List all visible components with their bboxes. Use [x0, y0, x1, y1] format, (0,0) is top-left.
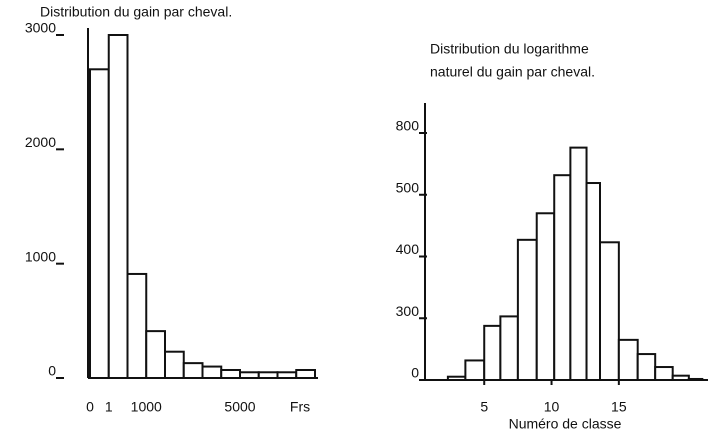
bar: [636, 353, 657, 382]
y-tick-label: 300: [396, 303, 420, 319]
y-tick-label: 2000: [25, 134, 56, 150]
bar: [535, 212, 556, 381]
bar: [220, 368, 241, 380]
x-tick-label: 5000: [224, 399, 255, 415]
bar: [239, 371, 260, 379]
bar: [201, 365, 223, 380]
bar: [107, 34, 129, 379]
bar: [687, 377, 704, 381]
x-axis-label: Frs: [290, 399, 310, 415]
bar: [483, 324, 502, 382]
x-axis-label: Numéro de classe: [509, 416, 622, 432]
bar: [569, 146, 588, 381]
bar: [516, 238, 538, 381]
y-tick-label: 500: [396, 179, 420, 195]
bar: [145, 330, 166, 379]
bar: [671, 374, 690, 381]
y-tick-label: 400: [396, 241, 420, 257]
x-tick-label: 1000: [131, 399, 162, 415]
bar: [182, 362, 204, 379]
bar: [464, 359, 486, 381]
chart-title: naturel du gain par cheval.: [430, 64, 595, 80]
chart-title: Distribution du logarithme: [430, 41, 589, 57]
y-tick-label: 800: [396, 118, 420, 134]
x-tick-label: 0: [86, 399, 94, 415]
x-tick-label: 15: [611, 399, 627, 415]
bar: [599, 241, 620, 381]
x-tick-label: 1: [105, 399, 113, 415]
bar: [654, 366, 674, 382]
bar: [585, 182, 601, 381]
bar: [617, 338, 639, 381]
bar: [553, 174, 572, 381]
bar: [446, 375, 467, 381]
bar: [257, 371, 279, 379]
x-tick-label: 10: [544, 399, 560, 415]
x-tick-label: 5: [480, 399, 488, 415]
y-tick-label: 0: [411, 365, 419, 381]
bar: [89, 68, 110, 380]
bar: [276, 371, 298, 379]
chart-title: Distribution du gain par cheval.: [40, 4, 232, 20]
bar: [164, 350, 185, 380]
y-tick-label: 3000: [25, 20, 56, 36]
y-tick-label: 0: [48, 363, 56, 379]
y-tick-label: 1000: [25, 248, 56, 264]
bar: [126, 272, 148, 379]
bar: [295, 368, 316, 380]
bar: [499, 315, 519, 381]
